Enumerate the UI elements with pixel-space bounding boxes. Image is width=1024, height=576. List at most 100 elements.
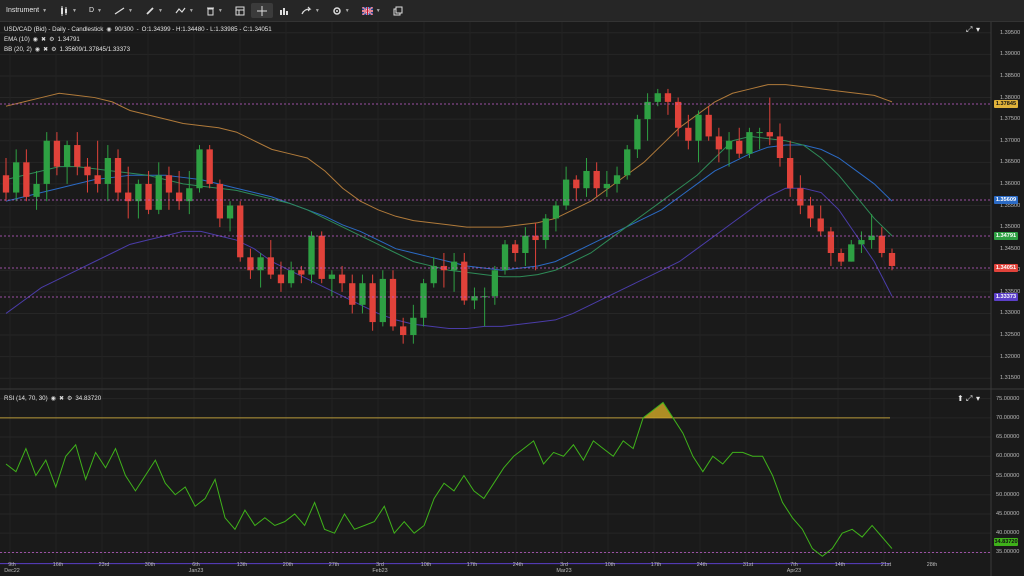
chart-canvas[interactable]	[0, 22, 1024, 576]
candle-body	[878, 235, 885, 253]
move-up-icon[interactable]: ⬆	[957, 394, 964, 403]
close-icon[interactable]: ✖	[43, 47, 49, 53]
chart-area[interactable]: USD/CAD (Bid) - Daily - Candlestick ◉ 90…	[0, 22, 1024, 576]
windows-button[interactable]	[387, 0, 409, 21]
candle-body	[63, 145, 71, 167]
candle-body	[674, 101, 682, 128]
eye-icon[interactable]: ◉	[34, 47, 41, 53]
interval-menu[interactable]: D ▼	[83, 0, 108, 21]
delete-menu[interactable]: ▼	[200, 0, 229, 21]
candle-body	[379, 278, 386, 323]
candle-body	[787, 158, 794, 189]
language-menu[interactable]: ▼	[356, 0, 387, 21]
chevron-down-icon: ▼	[375, 7, 381, 14]
candle-body	[542, 218, 549, 241]
candle-body	[216, 183, 224, 219]
price-tick-label: 1.37000	[1000, 137, 1021, 144]
gear-icon[interactable]: ⚙	[51, 47, 57, 53]
layout-button[interactable]	[229, 0, 251, 21]
time-tick-day: 17th	[466, 562, 478, 568]
studies-icon	[175, 7, 186, 13]
candle-body	[237, 205, 244, 258]
chevron-down-icon: ▼	[157, 7, 163, 14]
candle-body	[858, 240, 865, 245]
time-tick-label: 6th Jan23	[188, 562, 204, 574]
share-arrow-icon	[301, 6, 312, 14]
time-tick-day: 24th	[696, 562, 708, 568]
bar-style-button[interactable]	[273, 0, 295, 21]
candle-body	[573, 179, 580, 189]
candle-body	[206, 149, 213, 184]
layout-icon	[235, 6, 245, 15]
rsi-value: 34.83720	[75, 395, 102, 402]
chart-title: USD/CAD (Bid) - Daily - Candlestick	[4, 26, 104, 33]
candle-body	[186, 188, 193, 202]
price-tick-label: 1.32500	[1000, 332, 1021, 339]
close-icon[interactable]: ✖	[41, 37, 47, 43]
chart-type-menu[interactable]: ▼	[53, 0, 83, 21]
time-tick-label: 21st	[878, 562, 894, 568]
time-tick-day: 17th	[650, 562, 662, 568]
share-menu[interactable]: ▼	[295, 0, 326, 21]
expand-icon[interactable]: ⤢	[966, 25, 973, 34]
candle-body	[196, 149, 203, 189]
candle-body	[664, 93, 672, 102]
candle-body	[94, 175, 101, 184]
candle-body	[532, 235, 539, 241]
time-tick-label: 24th	[694, 562, 710, 568]
bb-legend: BB (20, 2) ◉ ✖ ⚙ 1.35609/1.37845/1.33373	[4, 46, 130, 53]
price-tick-label: 1.34500	[1000, 245, 1021, 252]
candle-body	[389, 278, 397, 327]
studies-menu[interactable]: ▼	[169, 0, 200, 21]
ema-legend: EMA (10) ◉ ✖ ⚙ 1.34791	[4, 36, 80, 43]
eye-icon[interactable]: ◉	[106, 27, 112, 33]
candle-body	[155, 175, 162, 210]
candle-body	[175, 192, 183, 202]
chevron-down-icon[interactable]: ▾	[976, 394, 981, 403]
chevron-down-icon[interactable]: ▾	[976, 25, 981, 34]
crosshair-button[interactable]	[250, 3, 273, 18]
candle-body	[685, 127, 692, 141]
expand-icon[interactable]: ⤢	[966, 394, 973, 403]
candle-body	[888, 252, 896, 266]
gear-icon	[333, 6, 341, 15]
bars-icon	[279, 7, 288, 15]
time-tick-day: 21st	[880, 562, 892, 568]
time-tick-day: 7th	[790, 562, 798, 568]
time-tick-day: 30th	[144, 562, 156, 568]
time-tick-label: 7th Apr23	[786, 562, 802, 574]
time-tick-day: 28th	[926, 562, 938, 568]
time-tick-label: 24th	[510, 562, 526, 568]
candle-body	[257, 257, 264, 271]
drawing-lines-menu[interactable]: ▼	[108, 0, 139, 21]
eye-icon[interactable]: ◉	[32, 37, 39, 43]
time-tick-month: Apr23	[786, 568, 802, 574]
candle-body	[817, 218, 824, 232]
candle-body	[756, 132, 763, 134]
close-icon[interactable]: ✖	[58, 396, 64, 402]
chevron-down-icon: ▼	[217, 7, 223, 14]
settings-menu[interactable]: ▼	[326, 0, 356, 21]
price-tick-label: 1.31500	[1000, 375, 1021, 382]
instrument-menu[interactable]: Instrument ▼	[0, 0, 53, 21]
candle-body	[450, 261, 458, 271]
trash-icon	[206, 7, 214, 15]
bb-middle-tag: 1.35609	[994, 196, 1018, 204]
gear-icon[interactable]: ⚙	[49, 37, 55, 43]
time-tick-day: 10th	[604, 562, 616, 568]
time-tick-label: 10th	[602, 562, 618, 568]
candle-body	[583, 170, 590, 189]
candle-body	[165, 175, 173, 193]
chevron-down-icon: ▼	[128, 7, 133, 14]
eye-icon[interactable]: ◉	[50, 396, 56, 402]
price-tick-label: 1.32000	[1000, 353, 1021, 360]
gear-icon[interactable]: ⚙	[66, 396, 73, 402]
time-tick-label: 31st	[740, 562, 756, 568]
candle-body	[145, 183, 152, 210]
ema-line	[5, 135, 893, 278]
time-tick-day: 6th	[192, 562, 200, 568]
time-tick-day: 31st	[742, 562, 754, 568]
candle-body	[715, 136, 723, 150]
pencil-menu[interactable]: ▼	[139, 0, 169, 21]
candle-body	[125, 192, 132, 202]
